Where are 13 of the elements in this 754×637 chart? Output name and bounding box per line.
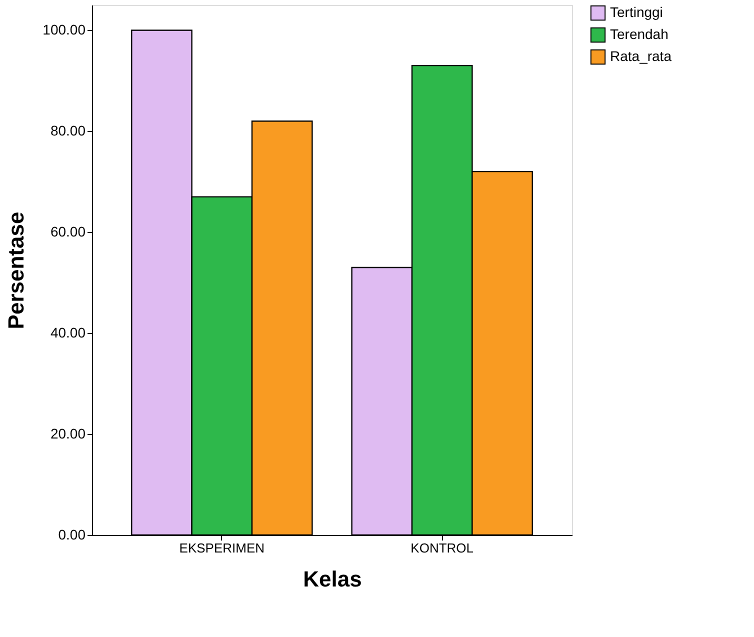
x-axis-title: Kelas bbox=[303, 566, 362, 592]
y-tick-label: 0.00 bbox=[58, 526, 86, 542]
y-axis-title: Persentase bbox=[4, 212, 29, 330]
y-tick-label: 40.00 bbox=[50, 324, 86, 341]
legend-label: Rata_rata bbox=[610, 48, 672, 64]
y-tick-label: 20.00 bbox=[50, 426, 86, 442]
y-tick-label: 100.00 bbox=[42, 22, 86, 38]
legend-label: Tertinggi bbox=[610, 4, 663, 20]
y-tick-label: 60.00 bbox=[50, 224, 86, 240]
legend-label: Terendah bbox=[610, 26, 668, 42]
y-tick-label: 80.00 bbox=[50, 122, 86, 139]
x-tick-label: EKSPERIMEN bbox=[179, 540, 265, 556]
x-tick-label: KONTROL bbox=[410, 540, 474, 556]
